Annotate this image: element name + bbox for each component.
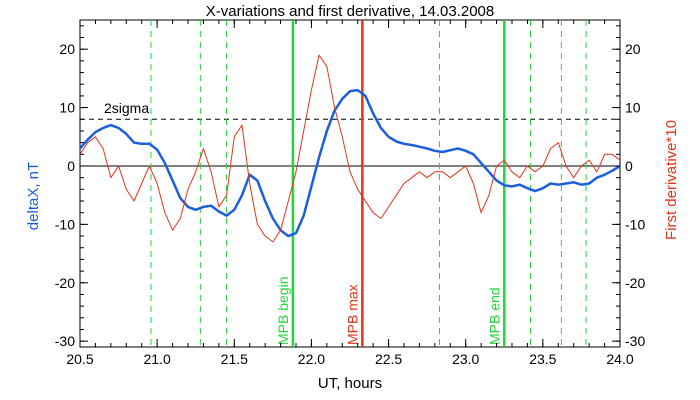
grid-layer <box>80 20 620 347</box>
x-tick-label-2: 21.5 <box>221 351 248 367</box>
series-deltax <box>79 88 621 238</box>
y-tick-label-right-1: -20 <box>625 275 645 291</box>
x-tick-label-1: 21.0 <box>144 351 171 367</box>
y-tick-label-left-5: 20 <box>59 41 75 57</box>
y-tick-label-left-4: 10 <box>59 100 75 116</box>
x-tick-label-6: 23.5 <box>529 351 556 367</box>
x-tick-label-3: 22.0 <box>298 351 325 367</box>
marker-label-2: MPB end <box>486 287 502 345</box>
y-tick-label-right-2: -10 <box>625 216 645 232</box>
y-tick-label-right-3: 0 <box>625 158 633 174</box>
x-tick-label-5: 23.0 <box>452 351 479 367</box>
x-tick-label-0: 20.5 <box>66 351 93 367</box>
y-tick-label-left-0: -30 <box>55 333 75 349</box>
x-tick-label-7: 24.0 <box>606 351 633 367</box>
y-tick-label-left-1: -20 <box>55 275 75 291</box>
y-tick-label-left-2: -10 <box>55 216 75 232</box>
tick-layer: 20.5 21.0 21.5 22.0 22.5 23.0 23.5 24.0 -30 -30 -2… <box>55 20 645 367</box>
y-tick-label-right-4: 10 <box>625 100 641 116</box>
y-axis-left-title: deltaX, nT <box>25 162 42 230</box>
marker-layer: MPB begin MPB max MPB end <box>275 20 506 347</box>
marker-label-1: MPB max <box>344 284 360 345</box>
plot-frame <box>79 19 621 348</box>
y-axis-right-title: First derivative*10 <box>663 120 680 240</box>
chart-title: X-variations and first derivative, 14.03… <box>206 3 495 20</box>
marker-label-0: MPB begin <box>275 277 291 345</box>
y-tick-label-right-0: -30 <box>625 333 645 349</box>
x-axis-title: UT, hours <box>318 375 382 392</box>
x-tick-label-4: 22.5 <box>375 351 402 367</box>
y-tick-label-left-3: 0 <box>67 158 75 174</box>
sigma-label: 2sigma <box>104 100 149 116</box>
series-layer <box>79 54 621 243</box>
series-first-derivative-10 <box>79 54 621 243</box>
y-tick-label-right-5: 20 <box>625 41 641 57</box>
